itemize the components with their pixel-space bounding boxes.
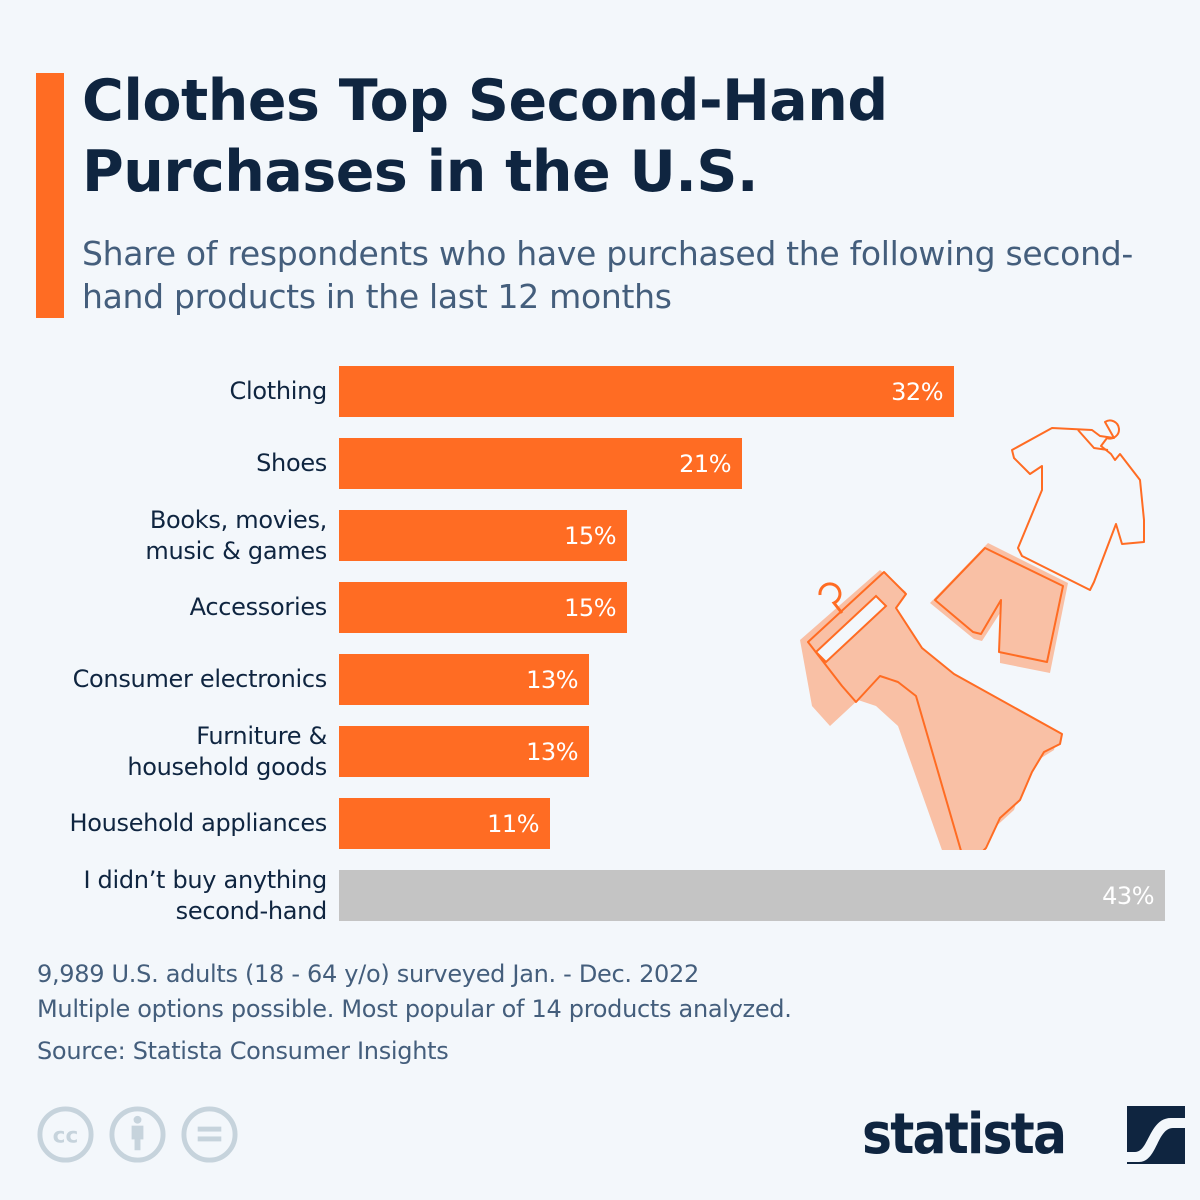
chart-row: Shoes 21% bbox=[0, 438, 1200, 489]
category-label: Clothing bbox=[229, 377, 328, 405]
bar: 11% bbox=[339, 798, 550, 849]
bar: 15% bbox=[339, 582, 627, 633]
bar: 13% bbox=[339, 654, 589, 705]
bar: 15% bbox=[339, 510, 627, 561]
page-title: Clothes Top Second-Hand Purchases in the… bbox=[82, 68, 888, 205]
no-derivatives-icon[interactable] bbox=[180, 1105, 239, 1164]
category-label: Shoes bbox=[256, 449, 327, 477]
bar: 43% bbox=[339, 870, 1165, 921]
clothing-illustration-icon bbox=[800, 419, 1145, 850]
category-label: Consumer electronics bbox=[72, 665, 328, 693]
title-accent-bar bbox=[36, 73, 64, 318]
license-icons: cc bbox=[36, 1105, 239, 1164]
bar-value-label: 11% bbox=[487, 809, 539, 838]
chart-row: Accessories 15% bbox=[0, 582, 1200, 633]
bar: 21% bbox=[339, 438, 742, 489]
category-label: I didn’t buy anything second-hand bbox=[83, 865, 327, 925]
category-label: Books, movies, music & games bbox=[145, 505, 327, 565]
bar-value-label: 15% bbox=[564, 521, 616, 550]
bar: 13% bbox=[339, 726, 589, 777]
chart-row: Household appliances 11% bbox=[0, 798, 1200, 849]
svg-text:cc: cc bbox=[53, 1123, 79, 1148]
shorts-icon bbox=[930, 543, 1068, 673]
statista-wave-icon bbox=[1127, 1106, 1185, 1164]
bar: 32% bbox=[339, 366, 954, 417]
survey-note: 9,989 U.S. adults (18 - 64 y/o) surveyed… bbox=[37, 960, 699, 988]
bar-value-label: 15% bbox=[564, 593, 616, 622]
chart-row: Books, movies, music & games 15% bbox=[0, 505, 1200, 565]
statista-logo[interactable]: statista bbox=[862, 1102, 1185, 1167]
bar-value-label: 13% bbox=[526, 737, 578, 766]
dress-icon bbox=[800, 570, 1063, 850]
chart-row: Furniture & household goods 13% bbox=[0, 721, 1200, 781]
category-label: Household appliances bbox=[69, 809, 327, 837]
chart-row: Clothing 32% bbox=[0, 366, 1200, 417]
chart-row: Consumer electronics 13% bbox=[0, 654, 1200, 705]
logo-text: statista bbox=[862, 1102, 1067, 1167]
category-label: Accessories bbox=[189, 593, 328, 621]
bar-value-label: 13% bbox=[526, 665, 578, 694]
chart-subtitle: Share of respondents who have purchased … bbox=[82, 234, 1133, 316]
options-note: Multiple options possible. Most popular … bbox=[37, 995, 792, 1023]
cc-icon[interactable]: cc bbox=[36, 1105, 95, 1164]
category-label: Furniture & household goods bbox=[127, 721, 327, 781]
attribution-icon[interactable] bbox=[108, 1105, 167, 1164]
bar-value-label: 32% bbox=[891, 377, 943, 406]
tshirt-icon bbox=[1011, 419, 1145, 591]
source-note: Source: Statista Consumer Insights bbox=[37, 1037, 449, 1065]
bar-value-label: 43% bbox=[1102, 881, 1154, 910]
chart-row: I didn’t buy anything second-hand 43% bbox=[0, 865, 1200, 925]
bar-value-label: 21% bbox=[679, 449, 731, 478]
